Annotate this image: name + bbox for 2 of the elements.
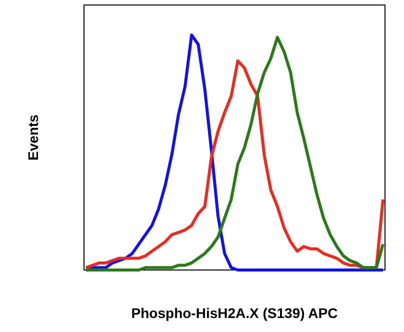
y-axis-title: Events <box>25 114 41 160</box>
x-axis-title: Phospho-HisH2A.X (S139) APC <box>131 305 338 321</box>
